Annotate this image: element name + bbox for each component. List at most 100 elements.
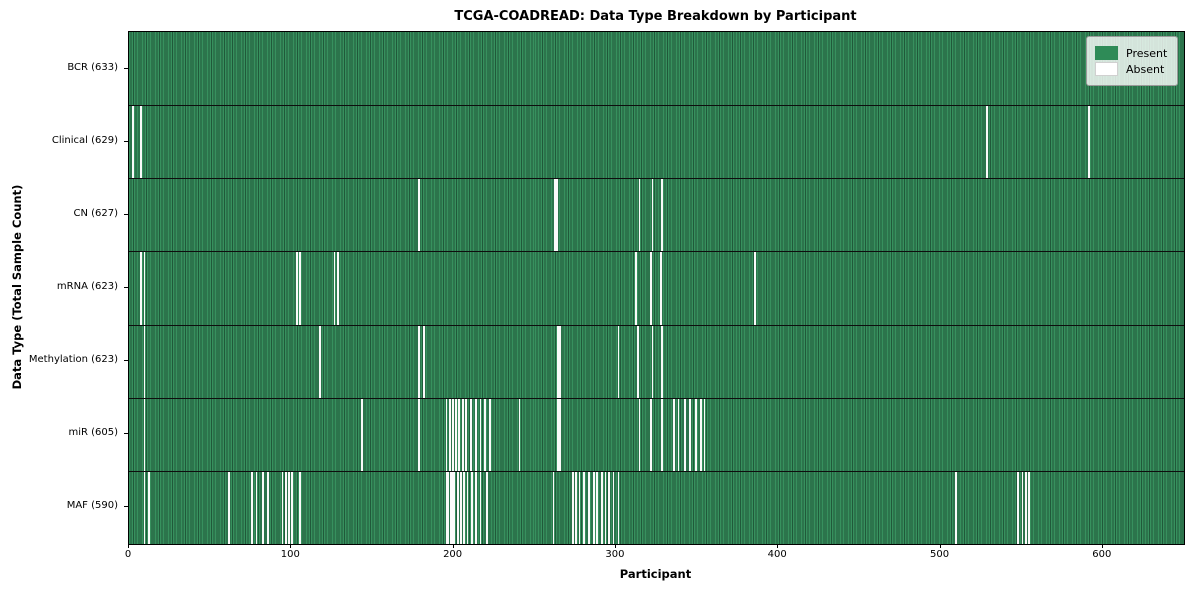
absent-mark (299, 251, 302, 325)
ytick-mark (124, 287, 128, 288)
xtick-mark (290, 544, 292, 548)
row-methylation (129, 324, 1184, 398)
absent-mark (451, 470, 454, 544)
row-separator (129, 251, 1184, 253)
absent-mark (596, 470, 599, 544)
absent-mark (445, 397, 448, 471)
row-cn (129, 178, 1184, 252)
legend: Present Absent (1086, 36, 1179, 86)
ytick-label-bcr: BCR (633) (67, 61, 118, 73)
plot-area (128, 31, 1185, 545)
absent-mark (458, 397, 461, 471)
absent-mark (559, 397, 561, 471)
absent-mark (572, 470, 574, 544)
ytick-label-mir: miR (605) (68, 427, 118, 439)
xtick-label-100: 100 (280, 549, 300, 560)
row-separator (129, 178, 1184, 180)
absent-mark (1024, 470, 1027, 544)
absent-mark (474, 397, 477, 471)
absent-mark (661, 178, 664, 252)
absent-mark (140, 251, 143, 325)
absent-mark (296, 251, 298, 325)
absent-mark (661, 397, 664, 471)
absent-mark (617, 324, 620, 398)
absent-mark (588, 470, 591, 544)
ytick-label-maf: MAF (590) (66, 500, 118, 512)
absent-mark (650, 397, 652, 471)
absent-mark (703, 397, 706, 471)
absent-mark (637, 324, 639, 398)
absent-mark (617, 470, 620, 544)
xtick-mark (1101, 544, 1103, 548)
absent-mark (554, 178, 557, 252)
ytick-mark (124, 433, 128, 435)
absent-mark (447, 470, 449, 544)
xtick-label-300: 300 (605, 549, 625, 560)
x-axis-label: Participant (619, 567, 692, 581)
ytick-label-methylation: Methylation (623) (28, 354, 118, 366)
absent-mark (132, 105, 135, 179)
absent-mark (262, 470, 264, 544)
absent-mark (333, 251, 336, 325)
xtick-label-500: 500 (929, 549, 950, 560)
xtick-mark (128, 544, 129, 548)
ytick-label-clinical: Clinical (629) (51, 134, 118, 146)
absent-mark (593, 470, 595, 544)
absent-mark (288, 470, 290, 544)
xtick-mark (939, 544, 941, 548)
absent-mark (148, 470, 151, 544)
row-mrna (129, 251, 1184, 325)
row-mir (129, 397, 1184, 471)
absent-mark (518, 397, 521, 471)
absent-mark (422, 324, 425, 398)
absent-mark (336, 251, 339, 325)
absent-mark (604, 470, 607, 544)
absent-mark (463, 470, 466, 544)
absent-mark (684, 397, 686, 471)
absent-mark (451, 397, 454, 471)
ytick-mark (124, 140, 128, 142)
xtick-mark (452, 544, 454, 548)
absent-mark (228, 470, 230, 544)
absent-mark (291, 470, 294, 544)
absent-mark (753, 251, 756, 325)
absent-mark (1088, 105, 1091, 179)
absent-mark (559, 324, 561, 398)
row-separator (129, 105, 1184, 107)
row-bcr (129, 32, 1184, 106)
absent-mark (255, 470, 258, 544)
legend-item-absent: Absent (1095, 62, 1167, 76)
absent-mark (455, 397, 458, 471)
absent-mark (672, 397, 675, 471)
absent-mark (688, 397, 691, 471)
absent-mark (484, 397, 487, 471)
xtick-label-200: 200 (443, 549, 463, 560)
absent-mark (635, 251, 638, 325)
absent-mark (1021, 470, 1024, 544)
absent-mark (450, 470, 453, 544)
absent-mark (471, 470, 474, 544)
absent-mark (460, 470, 462, 544)
absent-mark (955, 470, 957, 544)
absent-mark (417, 397, 420, 471)
absent-mark (651, 178, 654, 252)
absent-mark (583, 470, 586, 544)
row-maf (129, 470, 1184, 544)
absent-mark (453, 470, 456, 544)
absent-mark (461, 397, 464, 471)
ytick-mark (124, 67, 128, 69)
absent-mark (445, 470, 448, 544)
legend-item-present: Present (1095, 46, 1167, 60)
xtick-label-0: 0 (124, 549, 132, 560)
row-separator (129, 324, 1184, 326)
absent-mark (555, 178, 558, 252)
absent-mark (1016, 470, 1019, 544)
xtick-mark (777, 544, 779, 548)
absent-swatch-icon (1095, 62, 1118, 76)
absent-mark (985, 105, 988, 179)
ytick-label-mrna: mRNA (623) (56, 281, 118, 292)
ytick-mark (124, 360, 128, 362)
absent-mark (284, 470, 287, 544)
row-clinical (129, 105, 1184, 179)
